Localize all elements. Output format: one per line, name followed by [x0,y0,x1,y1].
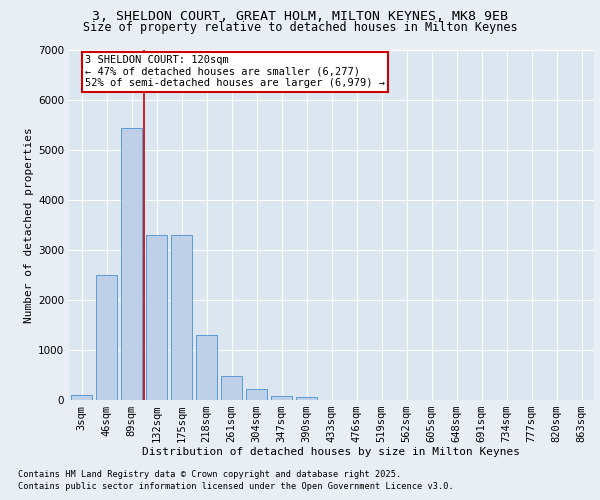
Bar [196,335,217,400]
Bar [246,389,267,400]
Bar [146,235,167,400]
Bar [121,128,142,400]
Text: Contains HM Land Registry data © Crown copyright and database right 2025.: Contains HM Land Registry data © Crown c… [18,470,401,479]
Bar [296,397,317,400]
Text: 3, SHELDON COURT, GREAT HOLM, MILTON KEYNES, MK8 9EB: 3, SHELDON COURT, GREAT HOLM, MILTON KEY… [92,10,508,23]
X-axis label: Distribution of detached houses by size in Milton Keynes: Distribution of detached houses by size … [143,446,521,456]
Text: Contains public sector information licensed under the Open Government Licence v3: Contains public sector information licen… [18,482,454,491]
Bar [71,395,92,400]
Bar [271,396,292,400]
Bar [221,376,242,400]
Text: 3 SHELDON COURT: 120sqm
← 47% of detached houses are smaller (6,277)
52% of semi: 3 SHELDON COURT: 120sqm ← 47% of detache… [85,56,385,88]
Bar [96,275,117,400]
Text: Size of property relative to detached houses in Milton Keynes: Size of property relative to detached ho… [83,22,517,35]
Y-axis label: Number of detached properties: Number of detached properties [24,127,34,323]
Bar [171,235,192,400]
